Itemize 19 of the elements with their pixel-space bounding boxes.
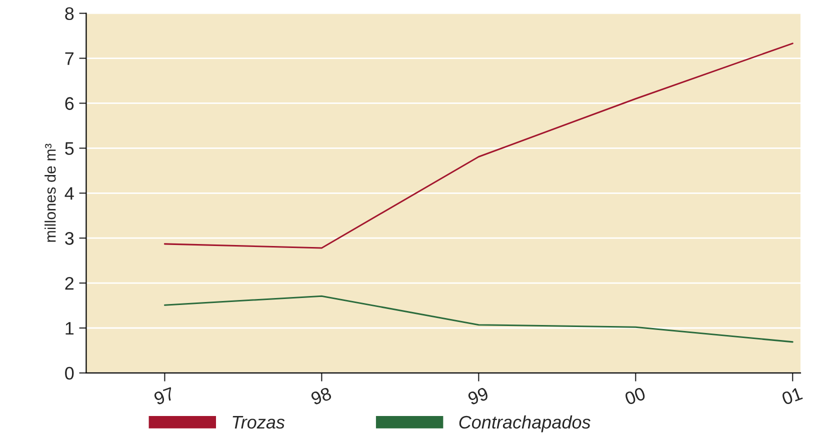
x-tick-label: 99 [467,386,489,406]
y-tick-label: 0 [65,366,74,380]
y-tick-label: 1 [66,322,74,335]
y-tick-label: 8 [65,7,74,20]
y-tick-label: 5 [65,142,74,155]
x-tick-label: 98 [310,386,332,406]
y-tick-label: 4 [64,187,74,200]
y-tick-label: 3 [65,232,74,245]
legend-label: Contrachapados [459,415,590,432]
legend-label: Trozas [232,416,285,429]
y-tick-label: 7 [65,52,74,65]
y-tick-label: 6 [65,97,74,110]
line-series [164,295,794,343]
y-axis-title: millones de m³ [44,144,56,242]
y-tick-label: 2 [65,276,74,290]
x-tick-label: 01 [781,386,803,406]
x-tick-label: 97 [153,386,175,406]
x-tick-label: 00 [624,386,646,406]
line-series [164,42,794,249]
